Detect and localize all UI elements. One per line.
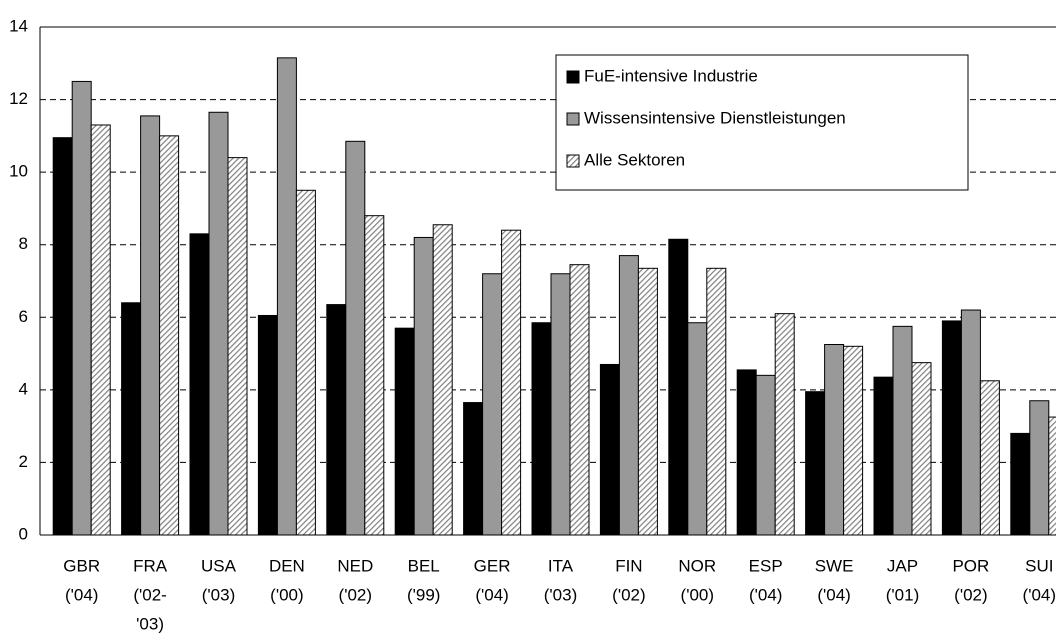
x-tick-label: FRA [133, 556, 168, 575]
x-tick-label: SWE [815, 556, 854, 575]
y-tick-label: 6 [19, 307, 28, 326]
x-tick-label: POR [952, 556, 989, 575]
bar [668, 238, 689, 536]
legend-box [555, 54, 969, 191]
x-tick-label: ITA [548, 556, 574, 575]
y-tick-label: 10 [9, 162, 28, 181]
legend-label: Wissensintensive Dienstleistungen [584, 108, 846, 127]
x-tick-label: ('02) [339, 585, 372, 604]
x-tick-label: BEL [408, 556, 440, 575]
legend-swatch [566, 154, 580, 168]
x-tick-label: ('04) [475, 585, 508, 604]
bar [843, 345, 864, 536]
x-tick-label: USA [201, 556, 237, 575]
bar [208, 111, 229, 536]
bar [159, 135, 180, 536]
y-tick-label: 4 [19, 379, 28, 398]
x-tick-label: ('00) [681, 585, 714, 604]
x-tick-label: GBR [63, 556, 100, 575]
x-tick-label: FIN [615, 556, 642, 575]
bar [482, 273, 503, 536]
bar [1048, 416, 1056, 536]
y-tick-label: 2 [19, 452, 28, 471]
bar [824, 344, 845, 536]
x-tick-label: ('03) [202, 585, 235, 604]
legend-swatch [566, 112, 580, 126]
bar [90, 124, 111, 536]
y-tick-label: 14 [9, 16, 28, 35]
x-tick-label: ('99) [407, 585, 440, 604]
bar [805, 391, 826, 536]
bar [569, 264, 590, 536]
x-tick-label: ('04) [1023, 585, 1056, 604]
bar [941, 320, 962, 536]
bar [52, 137, 73, 536]
bar [276, 57, 297, 536]
x-tick-label: ('02) [612, 585, 645, 604]
bar [755, 374, 776, 536]
bar [326, 304, 347, 536]
bar [911, 362, 932, 536]
bar [364, 215, 385, 536]
x-tick-label: GER [474, 556, 511, 575]
x-tick-label: ('04) [65, 585, 98, 604]
bar [189, 233, 210, 536]
legend-swatch [566, 70, 580, 84]
bar [550, 273, 571, 536]
bar [1029, 400, 1050, 536]
bar [227, 157, 248, 536]
x-tick-label: ESP [749, 556, 783, 575]
x-tick-label: ('04) [817, 585, 850, 604]
x-tick-label: SUI [1025, 556, 1053, 575]
bar [637, 267, 658, 536]
x-tick-label: ('01) [886, 585, 919, 604]
bar [71, 80, 92, 536]
bar [121, 302, 142, 536]
bar [463, 402, 484, 536]
bar [531, 322, 552, 536]
legend-label: Alle Sektoren [584, 150, 685, 169]
y-tick-label: 12 [9, 89, 28, 108]
bar [687, 322, 708, 536]
bar [345, 140, 366, 536]
bar [706, 267, 727, 536]
bar [736, 369, 757, 536]
x-tick-label: ('00) [270, 585, 303, 604]
x-tick-label: '03) [136, 614, 164, 633]
bar [394, 327, 415, 536]
bar [413, 236, 434, 536]
x-tick-label: NOR [678, 556, 716, 575]
bar [873, 376, 894, 536]
y-tick-label: 0 [19, 524, 28, 543]
bar [501, 229, 522, 536]
bar [892, 325, 913, 536]
legend-label: FuE-intensive Industrie [584, 66, 758, 85]
x-tick-label: JAP [887, 556, 918, 575]
bar [599, 363, 620, 536]
bar [979, 380, 1000, 536]
bar [140, 115, 161, 536]
bar [257, 314, 278, 536]
bar [1010, 432, 1031, 536]
x-tick-label: ('02- [133, 585, 166, 604]
bar [618, 255, 639, 536]
y-tick-label: 8 [19, 234, 28, 253]
x-tick-label: NED [337, 556, 373, 575]
x-tick-label: ('02) [954, 585, 987, 604]
bar [432, 224, 453, 536]
x-tick-label: ('03) [544, 585, 577, 604]
x-tick-label: DEN [269, 556, 305, 575]
x-tick-label: ('04) [749, 585, 782, 604]
bar [960, 309, 981, 536]
bar [295, 189, 316, 536]
bar [774, 313, 795, 536]
